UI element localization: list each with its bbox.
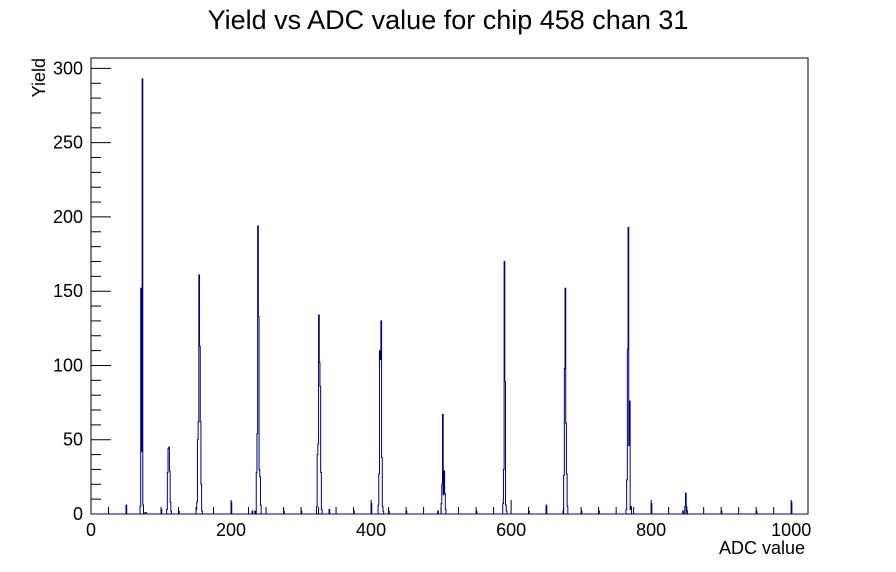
x-tick-label: 200 [216, 520, 246, 540]
y-tick-label: 0 [73, 504, 83, 524]
chart-title: Yield vs ADC value for chip 458 chan 31 [208, 5, 689, 35]
axis-ticks [90, 67, 792, 515]
x-tick-label: 0 [86, 520, 96, 540]
tick-labels: 0 200 400 600 800 1000 0 50 100 150 200 250 300 [53, 58, 811, 540]
x-tick-label: 800 [636, 520, 666, 540]
x-tick-label: 600 [496, 520, 526, 540]
y-axis-label: Yield [29, 58, 49, 97]
y-tick-label: 250 [53, 133, 83, 153]
y-tick-label: 150 [53, 281, 83, 301]
y-tick-label: 100 [53, 355, 83, 375]
histogram-series [91, 78, 808, 515]
x-tick-label: 1000 [771, 520, 811, 540]
y-tick-label: 50 [63, 430, 83, 450]
y-tick-label: 300 [53, 58, 83, 78]
x-tick-label: 400 [356, 520, 386, 540]
y-tick-label: 200 [53, 207, 83, 227]
x-axis-label: ADC value [719, 538, 805, 558]
